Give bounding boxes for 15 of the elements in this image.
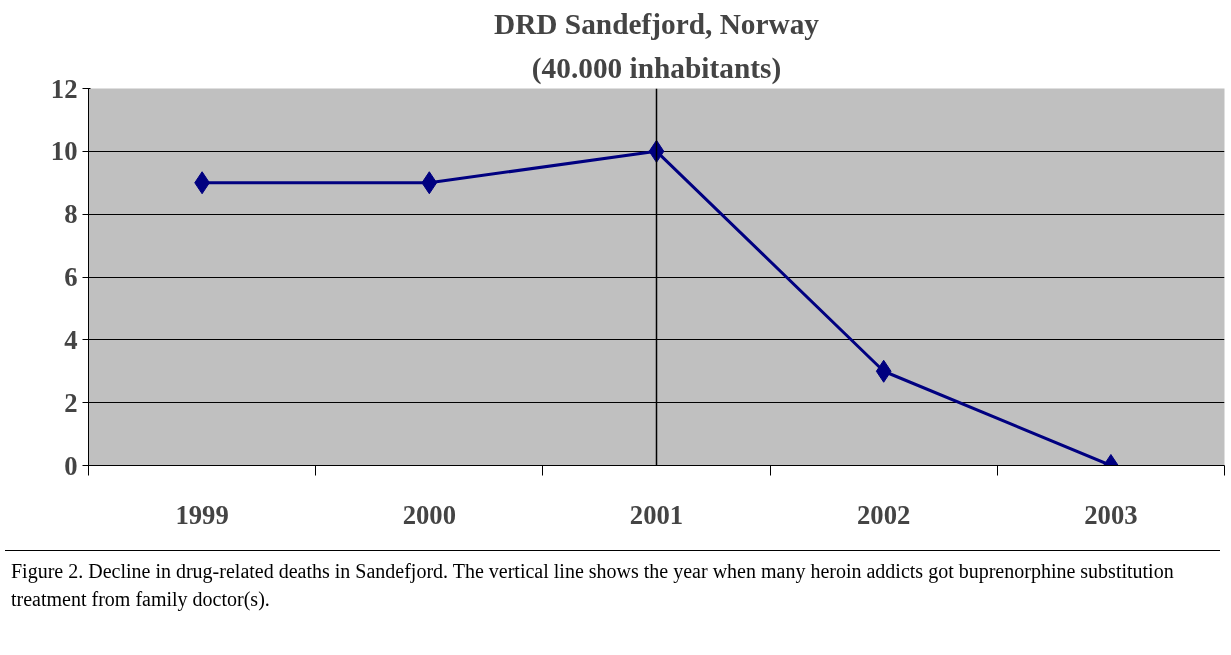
y-tick-label: 8 bbox=[64, 199, 78, 230]
x-tick-label: 2001 bbox=[629, 499, 684, 530]
y-tick-label: 12 bbox=[50, 73, 78, 104]
caption: Figure 2. Decline in drug-related deaths in Sandefjord. The vertical line shows the year when many heroin addicts got buprenorphine substitution treatment from family doctor(s). bbox=[11, 559, 1175, 613]
x-tick-label: 2003 bbox=[1084, 499, 1138, 530]
x-tick-label: 2002 bbox=[857, 499, 911, 530]
x-tick-label: 1999 bbox=[175, 499, 229, 530]
y-tick-label: 2 bbox=[64, 387, 78, 418]
chart-subtitle: (40.000 inhabitants) bbox=[531, 51, 782, 85]
y-tick-label: 4 bbox=[64, 324, 78, 355]
chart-title: DRD Sandefjord, Norway bbox=[493, 7, 820, 40]
y-tick-label: 0 bbox=[64, 450, 78, 481]
y-tick-label: 6 bbox=[64, 262, 78, 292]
x-tick-label: 2000 bbox=[402, 499, 456, 530]
y-tick-label: 10 bbox=[50, 136, 78, 167]
